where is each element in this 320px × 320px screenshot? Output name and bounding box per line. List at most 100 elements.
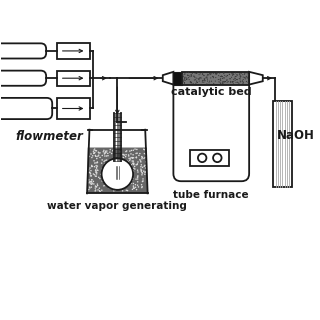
- Circle shape: [144, 172, 146, 173]
- Circle shape: [98, 152, 100, 154]
- Circle shape: [198, 154, 206, 162]
- Circle shape: [247, 73, 248, 74]
- Circle shape: [90, 182, 92, 184]
- Circle shape: [129, 184, 130, 185]
- Circle shape: [188, 77, 189, 78]
- Circle shape: [127, 161, 128, 162]
- Circle shape: [240, 75, 241, 76]
- Circle shape: [122, 187, 123, 188]
- Circle shape: [118, 187, 119, 188]
- Circle shape: [89, 156, 90, 157]
- Circle shape: [99, 191, 101, 192]
- Circle shape: [128, 154, 129, 156]
- Circle shape: [97, 185, 98, 186]
- Circle shape: [109, 151, 111, 153]
- Circle shape: [93, 153, 94, 154]
- Circle shape: [244, 77, 246, 78]
- Circle shape: [127, 161, 129, 162]
- Circle shape: [95, 162, 97, 164]
- Circle shape: [90, 170, 92, 172]
- Circle shape: [133, 164, 134, 165]
- Circle shape: [237, 82, 238, 83]
- Circle shape: [141, 156, 142, 157]
- Circle shape: [141, 186, 143, 188]
- Circle shape: [115, 183, 116, 184]
- Circle shape: [232, 81, 233, 82]
- Circle shape: [236, 79, 237, 80]
- Circle shape: [90, 173, 92, 175]
- Circle shape: [101, 163, 102, 164]
- Circle shape: [104, 160, 106, 161]
- Circle shape: [106, 159, 108, 161]
- Circle shape: [129, 159, 131, 161]
- Circle shape: [89, 172, 90, 173]
- Circle shape: [136, 157, 137, 158]
- Circle shape: [133, 186, 134, 188]
- Circle shape: [215, 73, 217, 75]
- Circle shape: [141, 174, 143, 176]
- Circle shape: [120, 178, 122, 180]
- Circle shape: [235, 80, 236, 81]
- Circle shape: [98, 177, 100, 178]
- Circle shape: [114, 167, 116, 168]
- Circle shape: [121, 167, 122, 168]
- Circle shape: [92, 182, 93, 184]
- Circle shape: [140, 168, 142, 170]
- Circle shape: [199, 78, 200, 79]
- Text: NaOH: NaOH: [277, 129, 315, 142]
- Circle shape: [97, 183, 98, 185]
- Circle shape: [107, 153, 108, 154]
- Circle shape: [233, 79, 234, 80]
- Circle shape: [238, 83, 239, 84]
- Circle shape: [223, 77, 225, 78]
- Circle shape: [96, 186, 97, 188]
- Circle shape: [93, 180, 94, 182]
- Circle shape: [99, 178, 100, 179]
- Polygon shape: [87, 148, 148, 193]
- Circle shape: [127, 190, 128, 191]
- Circle shape: [93, 152, 95, 154]
- Circle shape: [219, 73, 220, 74]
- Circle shape: [209, 73, 210, 74]
- Circle shape: [128, 155, 130, 157]
- Circle shape: [138, 186, 139, 188]
- Circle shape: [118, 157, 119, 158]
- Circle shape: [129, 171, 131, 173]
- Bar: [57, 98, 90, 119]
- Circle shape: [98, 151, 99, 153]
- Circle shape: [95, 185, 96, 187]
- Circle shape: [90, 181, 91, 182]
- Circle shape: [223, 81, 224, 82]
- Circle shape: [90, 175, 92, 177]
- Circle shape: [218, 75, 219, 76]
- Circle shape: [216, 73, 218, 74]
- Circle shape: [140, 171, 142, 172]
- Circle shape: [184, 78, 185, 79]
- Circle shape: [108, 169, 110, 171]
- Circle shape: [191, 82, 192, 83]
- Circle shape: [233, 83, 234, 84]
- Circle shape: [246, 81, 247, 82]
- Circle shape: [116, 168, 118, 170]
- Circle shape: [133, 163, 135, 164]
- Circle shape: [112, 165, 114, 166]
- Circle shape: [191, 74, 192, 75]
- Circle shape: [93, 173, 94, 175]
- Circle shape: [88, 179, 90, 181]
- Circle shape: [101, 177, 103, 179]
- Circle shape: [105, 164, 107, 166]
- Circle shape: [132, 170, 134, 172]
- Circle shape: [224, 75, 225, 76]
- Circle shape: [108, 187, 110, 189]
- Circle shape: [120, 151, 121, 153]
- Circle shape: [94, 174, 95, 175]
- Circle shape: [195, 83, 196, 84]
- Circle shape: [104, 178, 105, 180]
- Circle shape: [131, 166, 132, 167]
- Circle shape: [132, 160, 133, 162]
- Circle shape: [130, 183, 132, 184]
- Circle shape: [231, 77, 232, 78]
- Circle shape: [126, 174, 128, 175]
- Circle shape: [190, 81, 191, 83]
- Circle shape: [199, 77, 201, 78]
